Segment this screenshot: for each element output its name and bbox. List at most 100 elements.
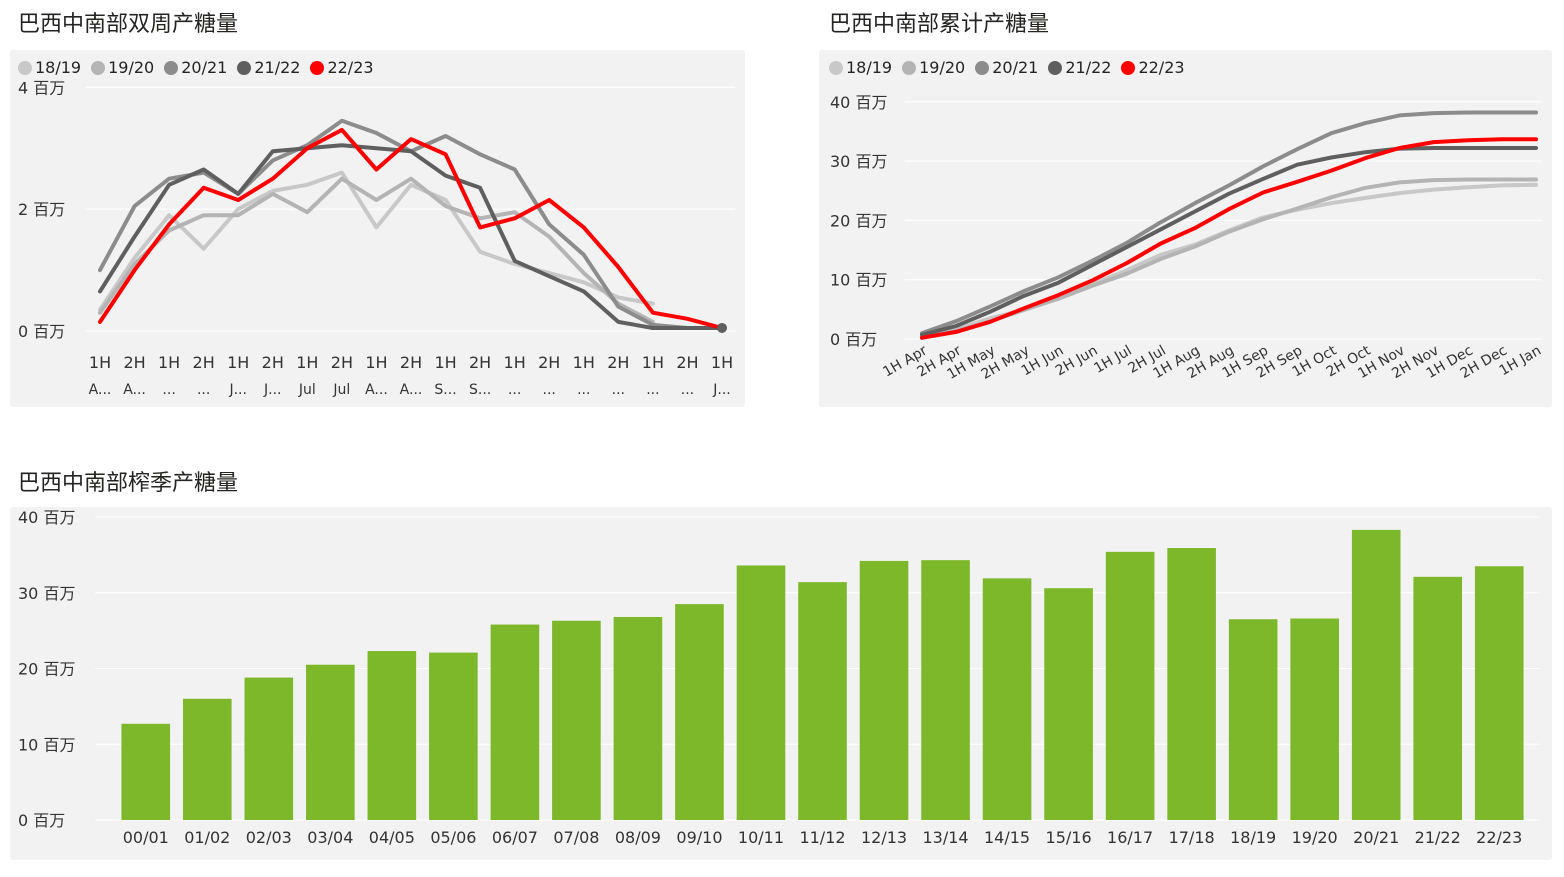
bar-15-16 (1044, 588, 1093, 820)
legend-label: 18/19 (35, 58, 82, 77)
bar-19-20 (1290, 618, 1339, 820)
legend-label: 19/20 (919, 58, 966, 77)
x-tick-label: Jul (298, 382, 316, 398)
bar-10-11 (736, 565, 786, 820)
series-line-22-23 (920, 137, 1538, 340)
x-tick-label: 2H (123, 353, 145, 372)
bar-07-08 (552, 620, 601, 820)
chart-panel-cumulative[interactable]: 18/19 19/20 20/21 21/22 22/23 (819, 50, 1552, 407)
bar-16-17 (1105, 551, 1155, 820)
legend-label: 21/22 (254, 58, 301, 77)
bar-22-23 (1474, 566, 1524, 820)
x-tick-label: 00/01 (123, 828, 169, 847)
series-end-marker (717, 322, 727, 333)
chart-title-season: 巴西中南部榨季产糖量 (18, 471, 239, 496)
x-tick-label: 1H (296, 353, 318, 372)
legend-label: 20/21 (181, 58, 228, 77)
legend-item[interactable]: 18/19 (829, 58, 892, 77)
bar-04-05 (367, 651, 417, 820)
x-tick-label: 06/07 (492, 828, 538, 847)
x-tick-label: 15/16 (1046, 828, 1092, 847)
x-tick-label: S... (434, 382, 456, 398)
legend-item[interactable]: 22/23 (310, 58, 374, 77)
x-tick-label: 1H (711, 353, 733, 372)
y-tick-label: 20 百万 (18, 660, 75, 679)
x-tick-label: 2H (469, 353, 491, 372)
x-tick-label: 1H (504, 353, 526, 372)
x-tick-label: 2H (538, 353, 560, 372)
legend-item[interactable]: 22/23 (1121, 58, 1185, 77)
x-tick-label: J... (228, 382, 246, 398)
legend-item[interactable]: 21/22 (237, 58, 300, 77)
legend-item[interactable]: 20/21 (975, 58, 1038, 77)
legend-item[interactable]: 20/21 (164, 58, 227, 77)
x-tick-label: 2H (676, 353, 698, 372)
legend-label: 19/20 (108, 58, 155, 77)
legend-marker-icon (310, 60, 325, 75)
legend-biweekly[interactable]: 18/19 19/20 20/21 21/22 22/23 (18, 58, 374, 77)
x-tick-label: ... (543, 382, 556, 398)
bar-20-21 (1351, 529, 1401, 820)
chart-title-cumulative: 巴西中南部累计产糖量 (829, 12, 1050, 37)
x-tick-label: A... (89, 382, 112, 398)
legend-item[interactable]: 18/19 (18, 58, 81, 77)
x-tick-label: ... (577, 382, 590, 398)
x-tick-label: 14/15 (984, 828, 1030, 847)
legend-marker-icon (1121, 60, 1136, 75)
x-tick-label: 2H (262, 353, 284, 372)
x-tick-label: 20/21 (1353, 828, 1399, 847)
y-tick-label: 4 百万 (18, 78, 65, 97)
legend-item[interactable]: 21/22 (1048, 58, 1111, 77)
x-tick-label: 2H (607, 353, 629, 372)
x-tick-label: 07/08 (553, 828, 599, 847)
x-tick-label: 22/23 (1476, 828, 1522, 847)
series-line-19-20 (98, 176, 655, 324)
bar-18-19 (1228, 619, 1278, 820)
legend-cumulative[interactable]: 18/19 19/20 20/21 21/22 22/23 (829, 58, 1185, 77)
series-line-18-19 (98, 170, 655, 312)
y-tick-label: 30 百万 (830, 152, 887, 171)
x-tick-label: 08/09 (615, 828, 661, 847)
x-tick-label: S... (469, 382, 491, 398)
y-tick-label: 10 百万 (18, 735, 75, 754)
legend-item[interactable]: 19/20 (902, 58, 965, 77)
x-tick-label: 1H (89, 353, 111, 372)
bar-21-22 (1413, 576, 1463, 820)
series-line-21-22 (98, 143, 724, 330)
series-line-20-21 (920, 110, 1538, 336)
x-tick-label: A... (365, 382, 388, 398)
x-tick-label: 2H (193, 353, 215, 372)
x-tick-label: ... (197, 382, 210, 398)
x-tick-label: 03/04 (307, 828, 353, 847)
x-tick-label: 21/22 (1415, 828, 1461, 847)
x-tick-label: 1H (227, 353, 249, 372)
x-tick-label: 04/05 (369, 828, 415, 847)
x-tick-label: A... (123, 382, 146, 398)
x-tick-label: 1H (573, 353, 595, 372)
y-tick-label: 0 百万 (18, 322, 65, 341)
bar-14-15 (982, 578, 1032, 820)
x-tick-label: 1H (434, 353, 456, 372)
y-tick-label: 0 百万 (18, 811, 65, 830)
x-tick-label: 1H (642, 353, 664, 372)
y-tick-label: 10 百万 (830, 271, 887, 290)
x-tick-label: 02/03 (246, 828, 292, 847)
legend-marker-icon (902, 60, 917, 75)
x-tick-label: 05/06 (430, 828, 476, 847)
y-tick-label: 20 百万 (830, 211, 887, 230)
x-tick-label: ... (162, 382, 175, 398)
x-tick-label: 1H (365, 353, 387, 372)
bar-01-02 (182, 698, 232, 820)
legend-marker-icon (91, 60, 106, 75)
legend-label: 21/22 (1065, 58, 1112, 77)
legend-label: 22/23 (1138, 58, 1185, 77)
x-tick-label: 1H (158, 353, 180, 372)
x-tick-label: 17/18 (1169, 828, 1215, 847)
legend-item[interactable]: 19/20 (91, 58, 154, 77)
x-tick-label: J... (712, 382, 730, 398)
legend-marker-icon (829, 60, 843, 75)
series-line-21-22 (920, 146, 1538, 337)
legend-marker-icon (975, 60, 990, 75)
x-tick-label: 10/11 (738, 828, 784, 847)
